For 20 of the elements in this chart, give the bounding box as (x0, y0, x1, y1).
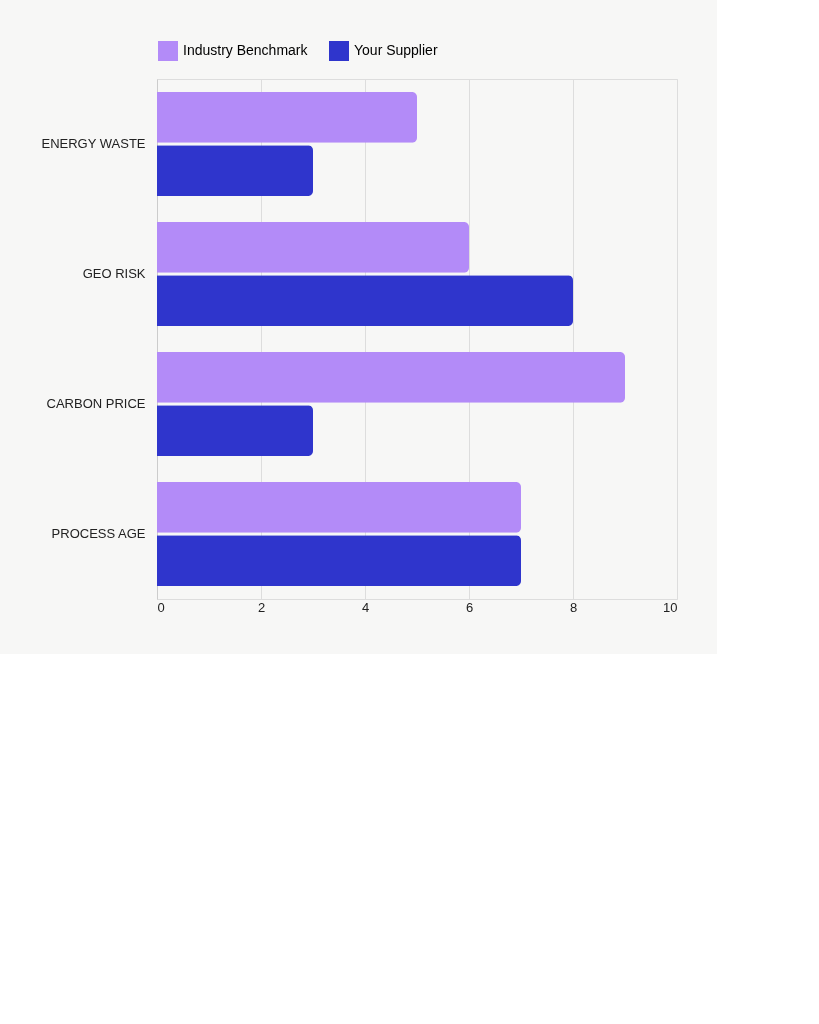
y-tick-label: CARBON PRICE (46, 396, 146, 411)
y-tick-label: PROCESS AGE (51, 526, 146, 541)
bar (157, 352, 625, 403)
x-tick-label: 10 (663, 599, 678, 615)
bar (157, 405, 313, 456)
bar (157, 275, 573, 326)
bar (157, 92, 417, 143)
legend-label: Industry Benchmark (183, 42, 309, 58)
x-tick-label: 2 (257, 599, 266, 615)
x-tick-label: 6 (465, 599, 474, 615)
bar (157, 482, 521, 533)
legend-label: Your Supplier (354, 42, 438, 58)
y-tick-label: GEO RISK (82, 266, 146, 281)
x-tick-label: 0 (157, 599, 165, 615)
x-tick-label: 4 (361, 599, 370, 615)
bar (157, 535, 521, 586)
x-tick-label: 8 (569, 599, 578, 615)
y-tick-label: ENERGY WASTE (41, 136, 146, 151)
bar (157, 145, 313, 196)
bar (157, 222, 469, 273)
